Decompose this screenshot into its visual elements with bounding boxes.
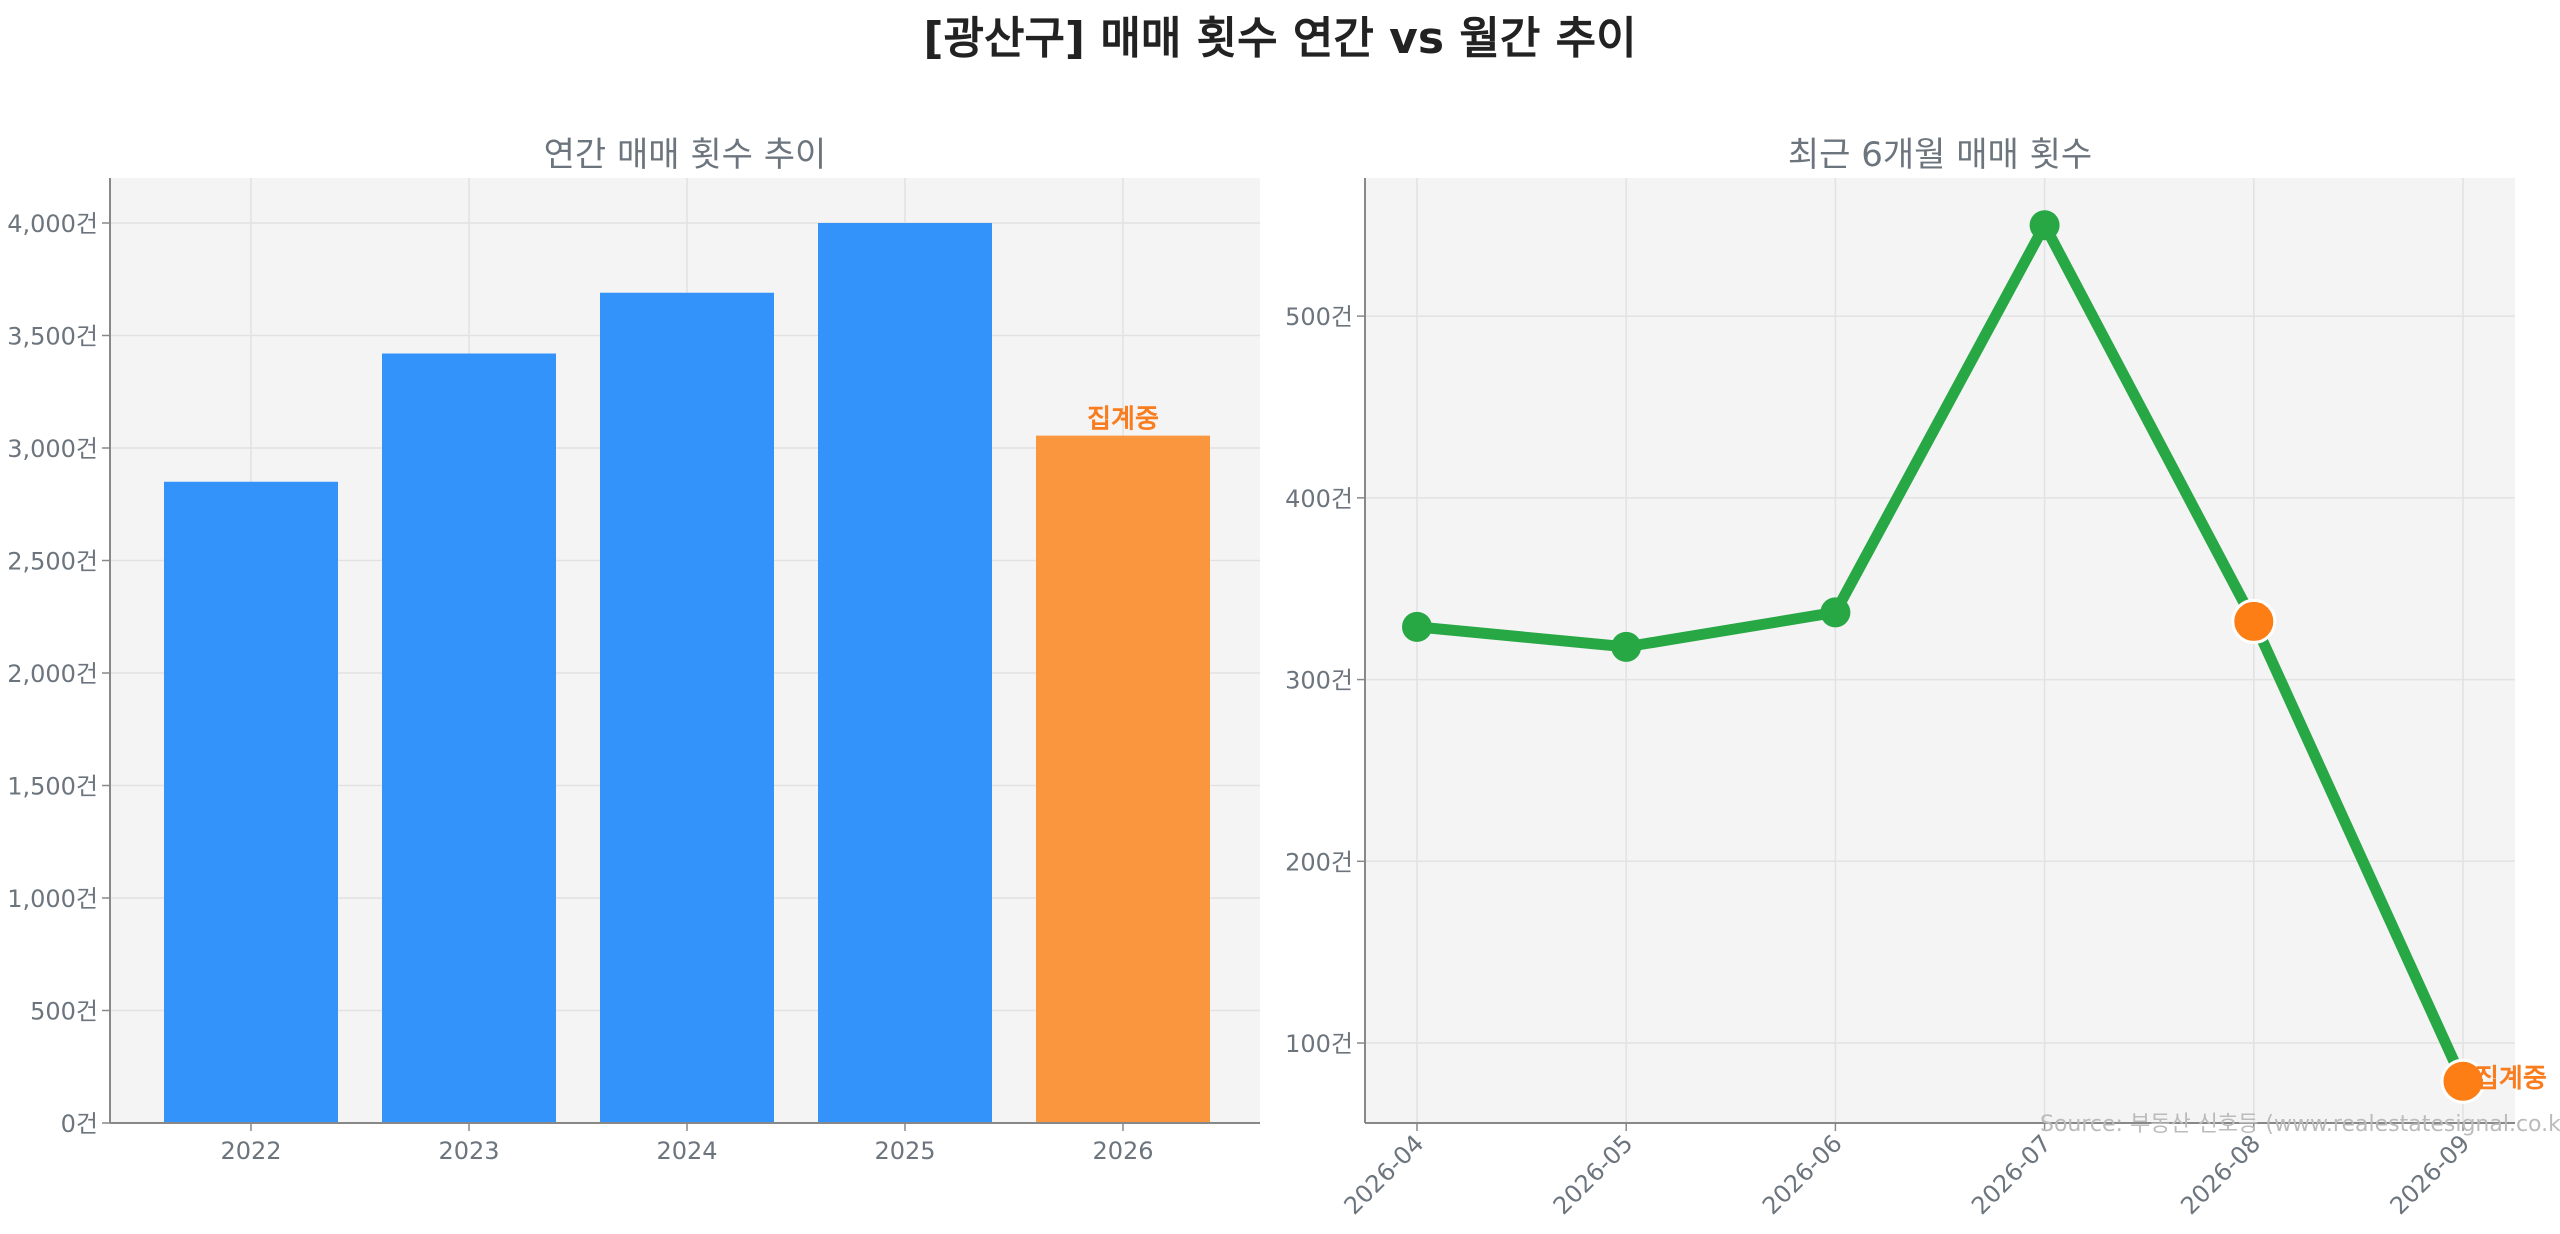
- bar-y-tick-label: 2,000건: [7, 660, 98, 688]
- bar-y-tick-label: 3,500건: [7, 323, 98, 351]
- bar-x-tick-label: 2023: [438, 1137, 499, 1165]
- line-x-tick-label: 2026-05: [1548, 1129, 1639, 1220]
- bar-x-ticks: 2022 2023 2024 2025 2026: [220, 1123, 1154, 1165]
- line-series: [1411, 219, 2469, 1087]
- line-y-ticks: 100건 200건 300건 400건 500건: [1285, 303, 1365, 1058]
- line-chart-title: 최근 6개월 매매 횟수: [1788, 135, 2092, 175]
- line-x-tick-label: 2026-09: [2385, 1129, 2476, 1220]
- line-y-tick-label: 200건: [1285, 848, 1353, 876]
- line-y-tick-label: 400건: [1285, 485, 1353, 513]
- line-x-tick-label: 2026-07: [1966, 1129, 2057, 1220]
- bar-y-tick-label: 3,000건: [7, 435, 98, 463]
- bar-chart-title: 연간 매매 횟수 추이: [544, 135, 827, 175]
- bar-marks: 집계중: [164, 223, 1210, 1123]
- bar-2024: [600, 292, 774, 1123]
- bar-2022: [164, 481, 338, 1123]
- bar-y-tick-label: 0건: [61, 1110, 98, 1138]
- bar-2023: [382, 353, 556, 1123]
- bar-y-tick-label: 2,500건: [7, 548, 98, 576]
- annual-bar-chart: 집계중 0건 500건 1,000건 1,500건 2,000건 2,500건 3,000건…: [7, 135, 1260, 1165]
- chart-main-title: [광산구] 매매 횟수 연간 vs 월간 추이: [923, 13, 1637, 64]
- line-point: [1820, 597, 1851, 628]
- line-y-tick-label: 100건: [1285, 1030, 1353, 1058]
- bar-x-tick-label: 2024: [656, 1137, 717, 1165]
- line-y-tick-label: 300건: [1285, 667, 1353, 695]
- monthly-line-chart: 집계중 100건 200건 300건 400건 500건 2026-04 2026-05 2…: [1285, 135, 2547, 1220]
- bar-y-ticks: 0건 500건 1,000건 1,500건 2,000건 2,500건 3,000건 3,50…: [7, 210, 110, 1138]
- bar-2026: [1036, 435, 1210, 1123]
- bar-x-tick-label: 2022: [220, 1137, 281, 1165]
- bar-y-tick-label: 1,500건: [7, 773, 98, 801]
- line-point: [1402, 611, 1432, 642]
- source-note: Source: 부동산 신호등 (www.realestatesignal.co…: [2040, 1112, 2560, 1137]
- bar-y-tick-label: 1,000건: [7, 885, 98, 913]
- line-point: [1611, 631, 1642, 662]
- line-plot-area: [1365, 178, 2515, 1123]
- line-point: [2029, 210, 2060, 241]
- bar-2025: [818, 223, 992, 1123]
- line-y-tick-label: 500건: [1285, 303, 1353, 331]
- line-x-tick-label: 2026-08: [2175, 1129, 2266, 1220]
- line-marks: 집계중: [1402, 210, 2547, 1104]
- bar-x-tick-label: 2026: [1092, 1137, 1153, 1165]
- bar-y-tick-label: 500건: [30, 998, 98, 1026]
- line-annotation-label: 집계중: [2475, 1064, 2547, 1094]
- line-point-highlight: [2231, 598, 2277, 644]
- bar-x-tick-label: 2025: [874, 1137, 935, 1165]
- bar-annotation-label: 집계중: [1087, 405, 1159, 435]
- bar-y-tick-label: 4,000건: [7, 210, 98, 238]
- line-x-tick-label: 2026-04: [1339, 1129, 1430, 1220]
- line-x-tick-label: 2026-06: [1757, 1129, 1848, 1220]
- line-point-highlight: [2440, 1058, 2486, 1104]
